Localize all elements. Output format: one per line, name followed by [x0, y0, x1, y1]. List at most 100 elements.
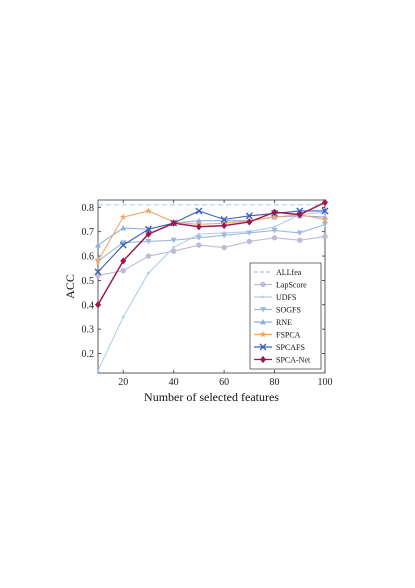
- legend-item-rne: RNE: [254, 318, 292, 327]
- data-point-sogfs: [322, 221, 328, 228]
- legend-label: RNE: [276, 318, 292, 327]
- legend-marker: [260, 307, 266, 313]
- legend-marker: [260, 355, 266, 364]
- data-point-fspca: [321, 215, 329, 223]
- data-point-fspca: [271, 213, 278, 220]
- legend-label: SPCAFS: [276, 343, 305, 352]
- data-point-sogfs: [145, 239, 152, 245]
- data-point-udfs: [147, 271, 150, 275]
- data-point-sogfs: [195, 235, 202, 241]
- data-point-spcafs: [195, 207, 203, 215]
- data-point-spcafs: [220, 215, 228, 223]
- plot-area: 20 40 60 80 100 0.2 0.3 0.4 0.5 0.6 0.7 0.8: [82, 198, 333, 388]
- data-point-lapscore: [95, 272, 101, 279]
- data-point-sogfs: [296, 230, 303, 236]
- legend-item-udfs: UDFS: [254, 293, 296, 302]
- series-line-spcafs: [97, 210, 325, 273]
- data-point-lapscore: [196, 242, 202, 248]
- legend-item-sogfs: SOGFS: [254, 306, 301, 315]
- series-line-lapscore: [97, 236, 326, 277]
- legend-marker: [259, 330, 267, 338]
- data-point-spca-net: [95, 301, 101, 309]
- y-tick-label: 0.3: [82, 325, 95, 336]
- series-sogfs: [95, 221, 328, 264]
- legend-box: [249, 262, 322, 370]
- data-point-udfs: [273, 225, 276, 229]
- data-point-spcafs: [144, 225, 152, 233]
- y-tick-label: 0.7: [82, 227, 95, 238]
- y-tick-label: 0.8: [82, 203, 95, 214]
- series-line-rne: [97, 215, 326, 246]
- data-point-udfs: [172, 246, 176, 249]
- data-point-fspca: [145, 207, 152, 214]
- x-tick-label: 40: [169, 377, 179, 388]
- data-point-rne: [95, 242, 101, 248]
- legend-marker: [260, 281, 266, 288]
- y-tick-label: 0.4: [82, 300, 95, 311]
- data-point-spcafs: [245, 212, 253, 220]
- legend-label: SPCA-Net: [276, 356, 311, 365]
- legend-label: LapScore: [276, 281, 307, 290]
- data-point-sogfs: [271, 228, 278, 234]
- x-axis-title: Number of selected features: [144, 390, 279, 404]
- series-line-udfs: [97, 211, 326, 371]
- data-point-spca-net: [322, 198, 328, 207]
- x-tick-label: 60: [219, 377, 229, 388]
- data-point-sogfs: [221, 232, 228, 239]
- legend-item-fspca: FSPCA: [254, 331, 301, 340]
- data-point-spcafs: [94, 268, 102, 276]
- data-point-rne: [195, 217, 202, 224]
- x-tick-label: 100: [318, 377, 333, 388]
- axes-frame: [97, 199, 326, 374]
- data-point-lapscore: [297, 237, 303, 243]
- series-line-fspca: [97, 210, 326, 262]
- data-point-fspca: [119, 213, 127, 220]
- data-point-fspca: [94, 257, 102, 264]
- data-point-spca-net: [296, 211, 303, 219]
- x-tick-label: 80: [270, 377, 280, 388]
- legend-marker: [260, 319, 266, 325]
- data-point-sogfs: [246, 230, 253, 236]
- legend-label: ALLfea: [276, 268, 302, 277]
- data-point-udfs: [96, 369, 100, 372]
- x-tick-label: 20: [118, 377, 128, 388]
- legend-label: FSPCA: [276, 331, 301, 340]
- data-point-udfs: [121, 315, 125, 319]
- data-point-lapscore: [271, 235, 278, 241]
- data-point-spca-net: [120, 257, 127, 265]
- data-point-sogfs: [120, 240, 127, 246]
- legend-marker: [259, 343, 267, 351]
- series-spca-net: [95, 198, 328, 309]
- data-point-lapscore: [170, 248, 177, 254]
- legend-item-lapscore: LapScore: [254, 281, 307, 290]
- data-point-spca-net: [221, 221, 228, 230]
- data-point-sogfs: [170, 237, 177, 244]
- data-point-lapscore: [145, 253, 152, 259]
- legend: ALLfea LapScore UDFS SOGFS RNE FSPCA SPCAFS SPC…: [249, 262, 322, 370]
- data-point-spca-net: [145, 230, 152, 238]
- legend-item-spcafs: SPCAFS: [254, 343, 305, 352]
- y-tick-label: 0.6: [82, 252, 95, 263]
- data-point-spcafs: [119, 241, 127, 249]
- data-point-rne: [120, 225, 127, 231]
- data-point-udfs: [197, 232, 201, 236]
- series-lapscore: [95, 233, 328, 279]
- data-point-spca-net: [170, 219, 177, 227]
- data-point-lapscore: [120, 267, 126, 274]
- data-point-spca-net: [195, 223, 202, 231]
- data-point-lapscore: [246, 238, 253, 245]
- legend-label: SOGFS: [276, 306, 301, 315]
- legend-marker: [261, 295, 265, 299]
- data-point-spca-net: [271, 208, 278, 216]
- data-point-lapscore: [221, 244, 227, 251]
- legend-label: UDFS: [276, 293, 296, 302]
- data-point-spcafs: [321, 207, 329, 215]
- data-point-spca-net: [246, 218, 253, 226]
- data-point-lapscore: [322, 233, 328, 240]
- series-line-spca-net: [97, 201, 326, 306]
- series-line-sogfs: [97, 223, 326, 262]
- y-tick-label: 0.2: [82, 349, 95, 360]
- y-tick-label: 0.5: [82, 276, 95, 287]
- legend-item-allfea: ALLfea: [254, 268, 302, 277]
